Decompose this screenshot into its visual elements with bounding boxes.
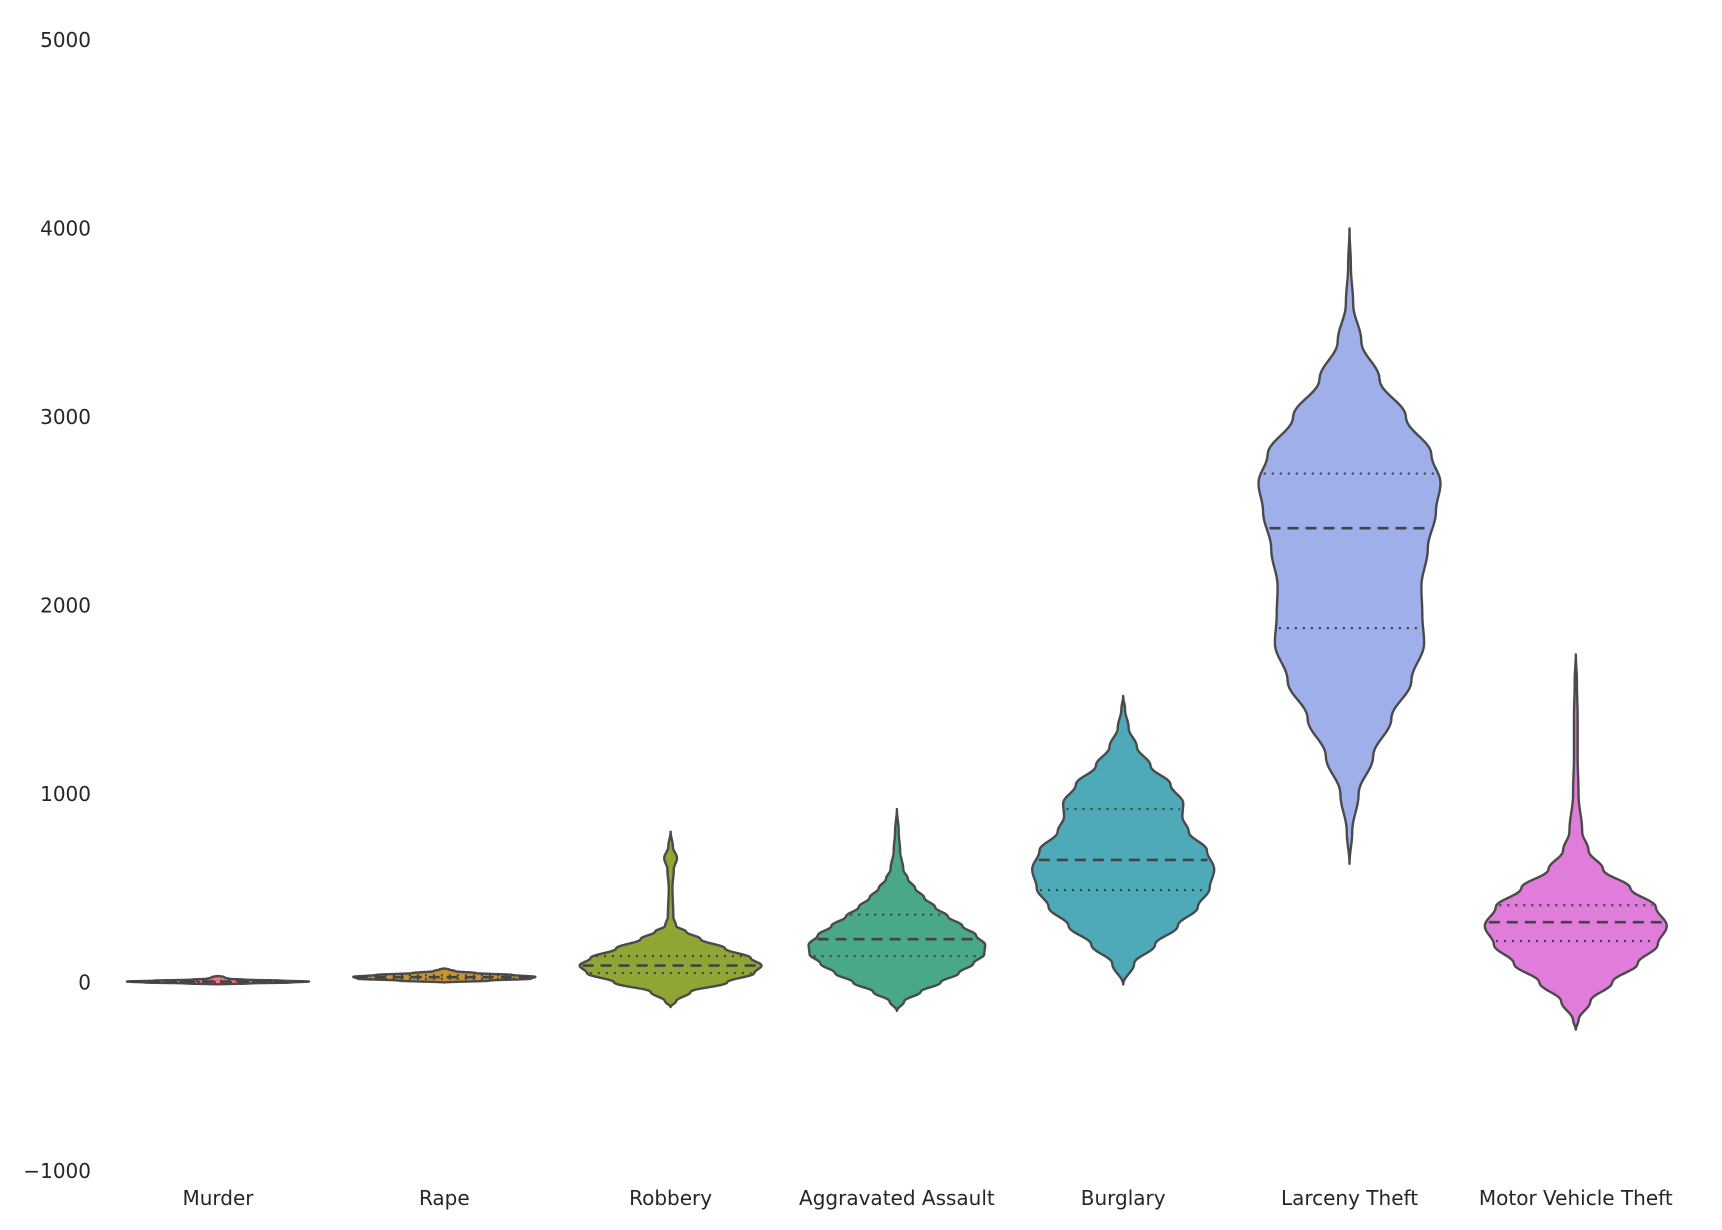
y-tick-label: 5000: [40, 28, 91, 52]
violin-burglary: [1031, 694, 1216, 986]
y-tick-label: 3000: [40, 405, 91, 429]
x-tick-label: Larceny Theft: [1281, 1186, 1418, 1210]
violin-body: [1257, 227, 1442, 865]
x-tick-label: Rape: [419, 1186, 470, 1210]
x-axis: Murder Rape Robbery Aggravated Assault Burgl…: [182, 1186, 1672, 1210]
y-tick-label: 1000: [40, 782, 91, 806]
x-tick-label: Motor Vehicle Theft: [1479, 1186, 1673, 1210]
y-tick-label: 0: [78, 971, 91, 995]
violin-larceny-theft: [1257, 227, 1442, 865]
y-axis: −1000 0 1000 2000 3000 4000 5000: [23, 28, 91, 1183]
violin-murder: [125, 974, 311, 986]
x-tick-label: Robbery: [629, 1186, 712, 1210]
violin-robbery: [578, 830, 763, 1009]
violin-body: [125, 974, 311, 986]
y-tick-label: 2000: [40, 594, 91, 618]
violin-rape: [352, 967, 537, 984]
x-tick-label: Murder: [182, 1186, 254, 1210]
violins: [125, 227, 1668, 1031]
violin-body: [1483, 653, 1668, 1031]
violin-body: [807, 807, 987, 1012]
violin-body: [1031, 694, 1216, 986]
x-tick-label: Aggravated Assault: [799, 1186, 995, 1210]
y-tick-label: −1000: [23, 1159, 91, 1183]
y-tick-label: 4000: [40, 217, 91, 241]
x-tick-label: Burglary: [1081, 1186, 1166, 1210]
violin-motor-vehicle-theft: [1483, 653, 1668, 1031]
violin-aggravated-assault: [807, 807, 987, 1012]
violin-body: [578, 830, 763, 1009]
violin-body: [352, 967, 537, 984]
